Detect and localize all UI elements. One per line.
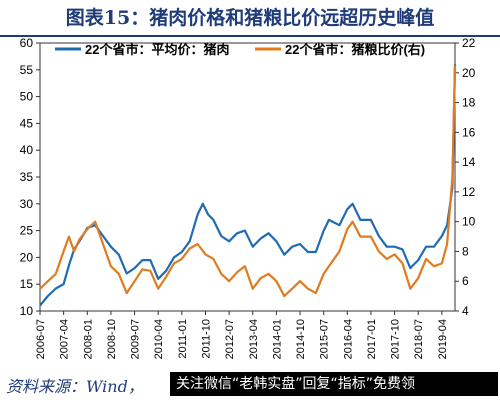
y-right-tick-label: 4 bbox=[462, 304, 469, 318]
y-right-tick-label: 6 bbox=[462, 274, 469, 288]
x-tick-label: 2010-04 bbox=[153, 319, 165, 359]
legend-pork-price-label: 22个省市：平均价：猪肉 bbox=[85, 42, 229, 57]
y-right-tick-label: 16 bbox=[462, 125, 476, 139]
x-tick-label: 2011-01 bbox=[177, 319, 189, 359]
y-left-tick-label: 50 bbox=[20, 90, 34, 104]
series-line-pig-grain-ratio bbox=[39, 65, 457, 298]
series-line-pork-price bbox=[39, 64, 457, 307]
y-left-tick-label: 10 bbox=[20, 304, 34, 318]
y-right-tick-label: 18 bbox=[462, 96, 476, 110]
y-right-tick-label: 8 bbox=[462, 244, 469, 258]
y-left-tick-label: 35 bbox=[20, 170, 34, 184]
y-left-tick-label: 15 bbox=[20, 277, 34, 291]
x-tick-label: 2013-04 bbox=[248, 319, 260, 359]
title-underline bbox=[0, 35, 500, 37]
y-right-tick-label: 22 bbox=[462, 37, 476, 50]
x-tick-label: 2014-01 bbox=[271, 319, 283, 359]
y-right-tick-label: 14 bbox=[462, 155, 476, 169]
x-tick-label: 2012-07 bbox=[224, 319, 236, 359]
chart-title: 图表15：猪肉价格和猪粮比价远超历史峰值 bbox=[65, 7, 435, 29]
y-left-tick-label: 60 bbox=[20, 37, 34, 50]
x-tick-label: 2007-04 bbox=[59, 319, 71, 359]
y-left-tick-label: 30 bbox=[20, 197, 34, 211]
x-tick-label: 2011-10 bbox=[200, 319, 212, 359]
watermark-banner: 关注微信“老韩实盘”回复“指标”免费领 bbox=[170, 372, 498, 396]
x-tick-label: 2019-04 bbox=[437, 319, 449, 359]
x-tick-label: 2009-07 bbox=[130, 319, 142, 359]
y-right-tick-label: 20 bbox=[462, 66, 476, 80]
y-left-tick-label: 40 bbox=[20, 143, 34, 157]
y-right-tick-label: 12 bbox=[462, 185, 476, 199]
x-tick-label: 2008-01 bbox=[82, 319, 94, 359]
x-tick-label: 2006-07 bbox=[35, 319, 47, 359]
y-left-tick-label: 45 bbox=[20, 116, 34, 130]
x-tick-label: 2018-07 bbox=[413, 319, 425, 359]
footer: 资料来源：Wind， 关注微信“老韩实盘”回复“指标”免费领 bbox=[0, 370, 500, 403]
x-tick-label: 2015-07 bbox=[319, 319, 331, 359]
x-tick-label: 2016-04 bbox=[342, 319, 354, 359]
source-note: 资料来源：Wind， bbox=[6, 377, 144, 396]
x-tick-label: 2008-10 bbox=[106, 319, 118, 359]
y-left-tick-label: 20 bbox=[20, 250, 34, 264]
y-left-tick-label: 25 bbox=[20, 224, 34, 238]
y-right-tick-label: 10 bbox=[462, 215, 476, 229]
line-chart: 10 15 20 25 30 35 40 45 50 55 60 4 6 8 10 12 14 16 18 20 22 2… bbox=[20, 37, 476, 359]
x-tick-label: 2017-01 bbox=[366, 319, 378, 359]
legend-pig-grain-ratio-label: 22个省市：猪粮比价(右) bbox=[285, 42, 425, 57]
x-tick-label: 2014-10 bbox=[295, 319, 307, 359]
x-tick-label: 2017-10 bbox=[390, 319, 402, 359]
y-left-tick-label: 55 bbox=[20, 63, 34, 77]
